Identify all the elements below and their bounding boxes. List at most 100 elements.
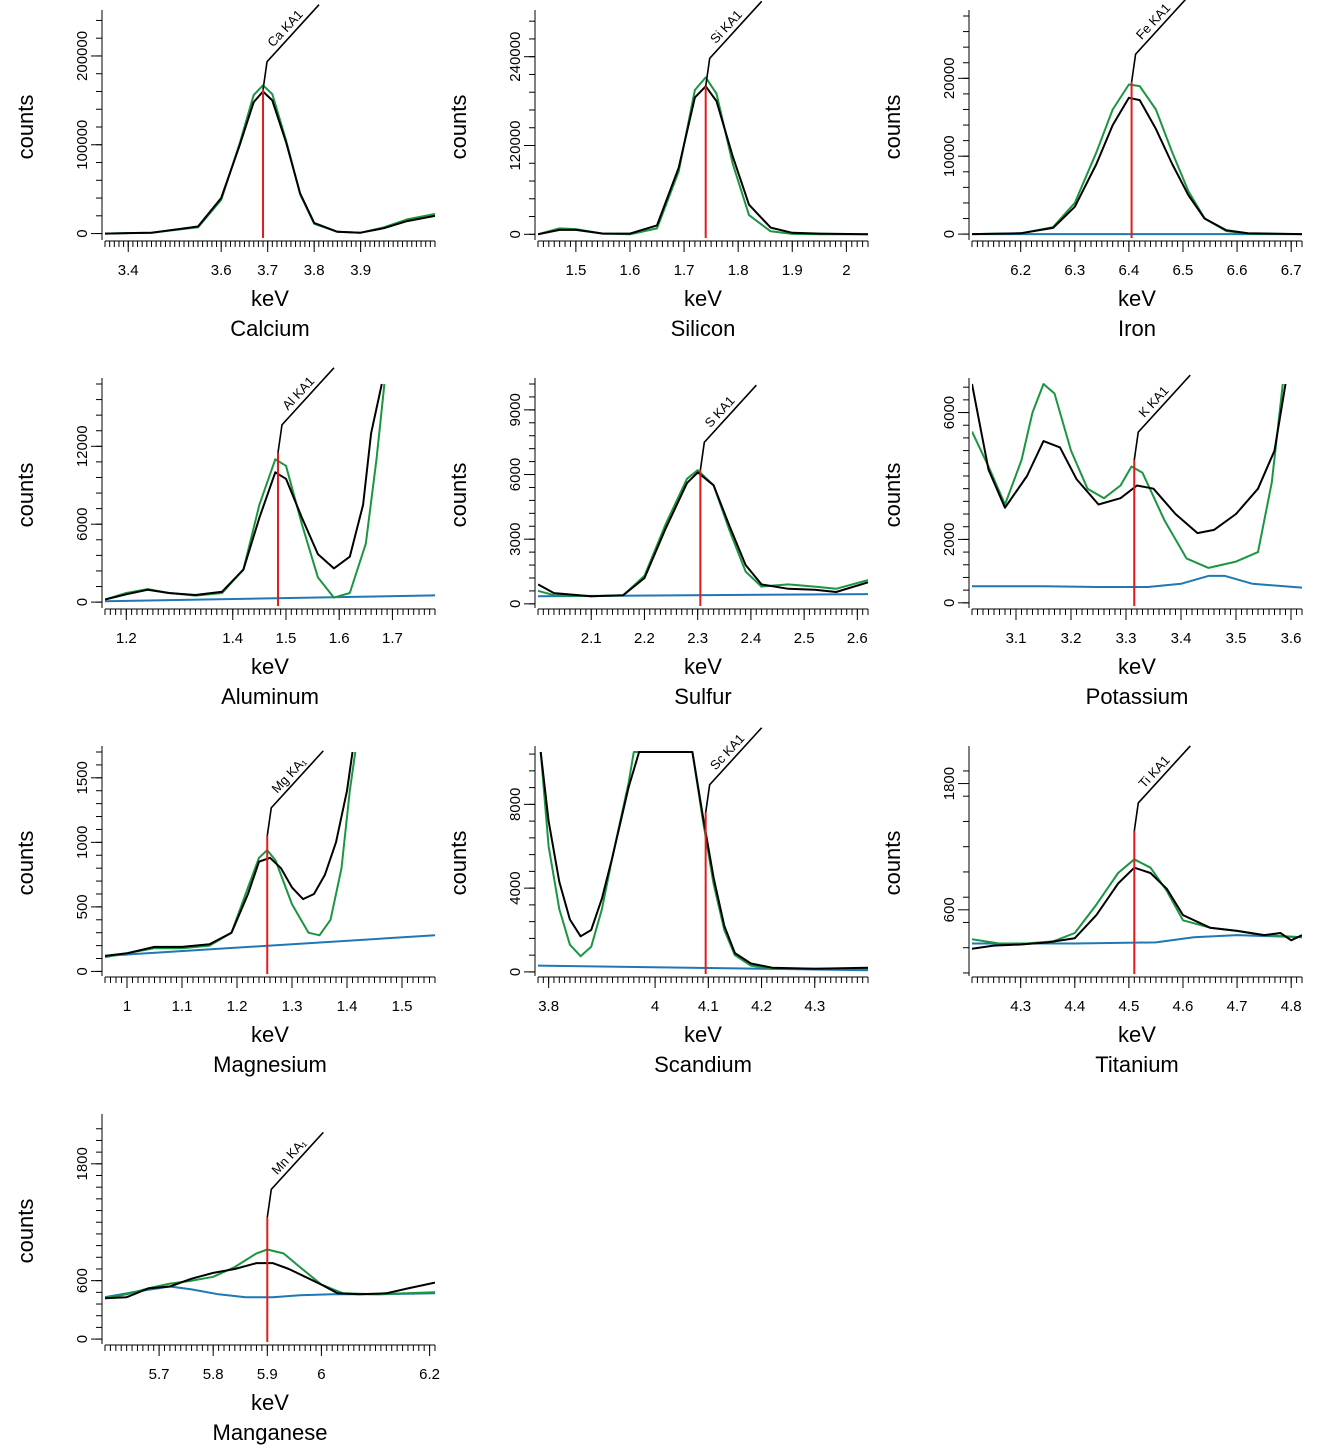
marker-leader [699,384,757,471]
y-tick-label: 120000 [507,120,524,170]
chart-title: Magnesium [213,1052,327,1077]
series-fit [538,469,868,598]
x-tick-label: 1 [123,998,131,1015]
series-measured [538,85,868,236]
chart-panel-sulfur: 0 3000 6000 9000 2.1 2.2 2.3 2.4 2.5 2.6 counts keV… [446,378,869,709]
y-tick-label: 0 [74,229,91,237]
x-tick-label: 2.3 [687,630,708,647]
chart-title: Silicon [671,316,736,341]
chart-panel-titanium: 600 1800 4.3 4.4 4.5 4.6 4.7 4.8 counts keV Titani… [880,745,1303,1077]
y-tick-label: 0 [507,600,524,608]
x-tick-label: 1.2 [227,998,248,1015]
y-tick-label: 6000 [74,508,91,541]
x-tick-label: 4.2 [751,998,772,1015]
chart-title: Scandium [654,1052,752,1077]
y-tick-label: 4000 [507,871,524,904]
x-axis-label: keV [1118,654,1156,679]
series-measured [539,751,868,970]
y-axis-label: counts [13,1199,38,1264]
chart-title: Aluminum [221,684,319,709]
series-measured [972,96,1302,236]
marker-leader [704,0,763,87]
x-tick-label: 4.3 [804,998,825,1015]
x-tick-label: 4.5 [1118,998,1139,1015]
y-tick-label: 0 [941,230,958,238]
x-tick-label: 1.5 [276,630,297,647]
chart-title: Potassium [1086,684,1189,709]
y-tick-label: 3000 [507,522,524,555]
x-tick-label: 1.1 [172,998,193,1015]
y-tick-label: 8000 [507,788,524,821]
y-tick-label: 0 [74,598,91,606]
x-axis-label: keV [684,286,722,311]
chart-panel-aluminum: 0 6000 12000 1.2 1.4 1.5 1.6 1.7 counts keV Alumin… [13,367,436,709]
x-tick-label: 6.5 [1173,262,1194,279]
series-background [972,574,1302,589]
x-axis-label: keV [684,1022,722,1047]
x-tick-label: 6.2 [419,1366,440,1383]
y-axis-label: counts [880,95,905,160]
series-measured [105,751,354,957]
series-measured [105,1262,435,1300]
x-tick-label: 1.9 [782,262,803,279]
x-tick-label: 1.4 [222,630,243,647]
y-axis-label: counts [446,95,471,160]
marker-label: Ca KA1 [264,7,306,50]
x-tick-label: 6.4 [1118,262,1139,279]
chart-title: Calcium [230,316,309,341]
y-tick-label: 600 [74,1268,91,1293]
x-tick-label: 1.7 [674,262,695,279]
x-tick-label: 1.6 [620,262,641,279]
chart-title: Sulfur [674,684,731,709]
series-fit [972,858,1302,945]
y-tick-label: 200000 [74,31,91,81]
x-tick-label: 2.1 [581,630,602,647]
series-fit [105,1248,435,1300]
marker-leader [1133,745,1191,832]
marker-leader [1130,0,1187,83]
chart-title: Iron [1118,316,1156,341]
x-tick-label: 3.9 [350,262,371,279]
y-axis-label: counts [446,831,471,896]
marker-leader [266,1131,324,1218]
x-tick-label: 3.8 [538,998,559,1015]
y-tick-label: 0 [507,230,524,238]
y-tick-label: 500 [74,894,91,919]
x-tick-label: 4.8 [1281,998,1302,1015]
x-tick-label: 2 [842,262,850,279]
y-tick-label: 0 [74,1335,91,1343]
y-axis-label: counts [880,463,905,528]
x-tick-label: 4.4 [1064,998,1085,1015]
y-axis-label: counts [13,831,38,896]
chart-title: Titanium [1095,1052,1179,1077]
x-tick-label: 5.9 [257,1366,278,1383]
x-tick-label: 3.4 [1171,630,1192,647]
y-tick-label: 0 [507,968,524,976]
y-tick-label: 100000 [74,120,91,170]
x-tick-label: 1.7 [382,630,403,647]
x-tick-label: 4.3 [1010,998,1031,1015]
x-tick-label: 1.5 [392,998,413,1015]
x-tick-label: 6.6 [1227,262,1248,279]
chart-panel-silicon: 0 120000 240000 1.5 1.6 1.7 1.8 1.9 2 counts keV Si… [446,0,869,341]
x-tick-label: 3.8 [304,262,325,279]
chart-panel-iron: 0 10000 20000 6.2 6.3 6.4 6.5 6.6 6.7 counts keV Ir… [880,0,1303,341]
series-measured [105,383,383,601]
x-axis-label: keV [251,1022,289,1047]
y-tick-label: 2000 [941,523,958,556]
x-tick-label: 1.8 [728,262,749,279]
series-measured [538,471,868,598]
y-tick-label: 1800 [941,767,958,800]
x-tick-label: 3.7 [257,262,278,279]
series-fit [539,751,868,970]
y-tick-label: 12000 [74,425,91,467]
x-tick-label: 3.1 [1006,630,1027,647]
series-background [105,934,435,957]
y-tick-label: 10000 [941,135,958,177]
series-measured [972,866,1302,950]
x-axis-label: keV [1118,286,1156,311]
x-tick-label: 3.3 [1116,630,1137,647]
y-tick-label: 1500 [74,761,91,794]
